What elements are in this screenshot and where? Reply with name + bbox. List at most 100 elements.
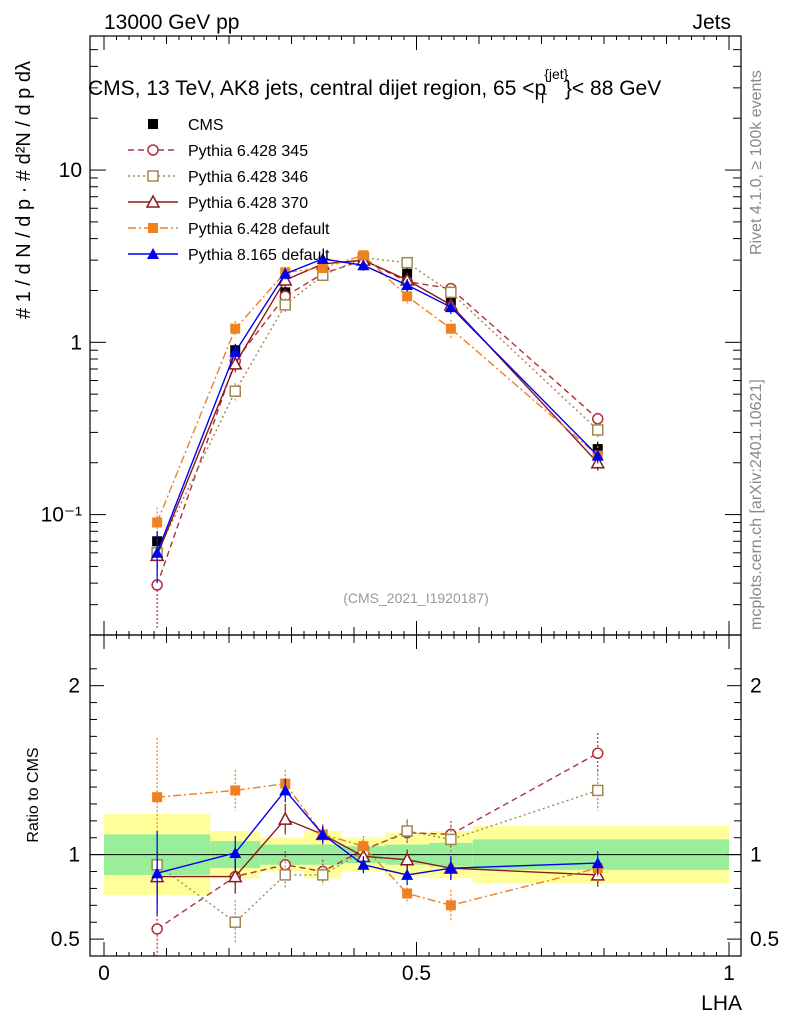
- main-y-axis-label: # 1 / d N / d p · # d²N / d p dλ: [13, 61, 35, 319]
- x-tick-label: 0: [98, 962, 110, 985]
- series-5: [151, 252, 604, 584]
- ratio-point: [399, 852, 415, 866]
- legend-label: Pythia 6.428 345: [188, 143, 308, 160]
- data-point: [316, 252, 329, 264]
- ratio-point: [444, 862, 457, 874]
- ratio-bands: [90, 814, 741, 896]
- legend-item: Pythia 8.165 default: [128, 247, 330, 264]
- series-line: [156, 258, 599, 554]
- ratio-y-tick-label-right: 1: [750, 844, 762, 867]
- ratio-point: [316, 828, 329, 840]
- data-point: [357, 259, 370, 271]
- data-point: [279, 267, 292, 279]
- ratio-plot: [149, 732, 606, 956]
- legend-label: CMS: [188, 117, 224, 134]
- ratio-point: [445, 833, 457, 846]
- ratio-point: [230, 785, 241, 796]
- ratio-point: [277, 811, 293, 825]
- data-point: [401, 256, 413, 269]
- data-point: [445, 286, 457, 299]
- legend-label: Pythia 6.428 370: [188, 195, 308, 212]
- axes: 0 0.5 1 10⁻¹ 1 10 0.5 0.5 1 1 2 2: [41, 35, 779, 985]
- data-point: [401, 279, 414, 291]
- y-tick-label: 1: [70, 331, 82, 354]
- series-line: [156, 259, 599, 586]
- ratio-point: [357, 858, 370, 870]
- data-point: [402, 291, 413, 302]
- ratio-line: [156, 789, 598, 876]
- ratio-point: [401, 825, 413, 837]
- legend-item: Pythia 6.428 370: [128, 194, 308, 212]
- data-point: [227, 356, 243, 370]
- y-tick-label: 10: [59, 159, 82, 182]
- legend-marker: [147, 170, 159, 182]
- data-point: [445, 323, 456, 334]
- ratio-series-5: [151, 778, 604, 916]
- ratio-point: [229, 916, 241, 928]
- x-tick-label: 1: [723, 962, 735, 985]
- data-point: [591, 449, 604, 461]
- legend-item: Pythia 6.428 default: [128, 221, 330, 238]
- ratio-point: [279, 869, 291, 881]
- main-plot: [149, 250, 606, 628]
- energy-label: 13000 GeV pp: [104, 11, 239, 34]
- ratio-line: [156, 789, 598, 924]
- ratio-point: [402, 888, 413, 899]
- data-point: [317, 263, 328, 274]
- ratio-point: [592, 784, 604, 797]
- ratio-y-tick-label: 2: [68, 675, 80, 698]
- ratio-line: [156, 752, 599, 930]
- ratio-point: [152, 792, 163, 803]
- data-point: [151, 546, 164, 558]
- legend: CMS Pythia 6.428 345 Pythia 6.428 346 Pythi…: [128, 117, 330, 264]
- legend-item: CMS: [148, 117, 224, 134]
- ratio-y-tick-label-right: 2: [750, 675, 762, 698]
- data-point: [152, 517, 163, 528]
- plot-title-end: }< 88 GeV: [565, 77, 661, 100]
- ratio-point: [358, 841, 369, 852]
- plot-title: CMS, 13 TeV, AK8 jets, central dijet reg…: [88, 66, 661, 106]
- ratio-point: [401, 868, 414, 880]
- ratio-point: [445, 900, 456, 911]
- legend-marker: [147, 144, 159, 156]
- ratio-point: [591, 857, 604, 869]
- data-point: [230, 323, 241, 334]
- ratio-point: [317, 869, 329, 881]
- x-tick-label: 0.5: [402, 962, 431, 985]
- data-point: [229, 345, 242, 357]
- ratio-point: [592, 747, 604, 760]
- category-label: Jets: [692, 11, 731, 34]
- rivet-version-label: Rivet 4.1.0, ≥ 100k events: [748, 70, 765, 255]
- ratio-y-tick-label-right: 0.5: [750, 928, 779, 951]
- data-point: [444, 301, 457, 313]
- x-axis-label: LHA: [701, 992, 742, 1015]
- plot-title-main: CMS, 13 TeV, AK8 jets, central dijet reg…: [88, 77, 546, 100]
- data-point: [229, 385, 241, 397]
- legend-label: Pythia 8.165 default: [188, 247, 330, 264]
- ratio-point: [227, 869, 243, 883]
- legend-marker: [148, 119, 158, 129]
- data-point: [592, 413, 604, 425]
- ratio-y-axis-label: Ratio to CMS: [25, 747, 42, 842]
- plot-title-sup: {jet}: [544, 66, 568, 82]
- series-3: [149, 252, 606, 570]
- ratio-line: [157, 782, 598, 907]
- ratio-point: [151, 867, 164, 879]
- series-2: [151, 251, 604, 570]
- ratio-point: [279, 859, 291, 871]
- series-1: [151, 254, 604, 628]
- legend-item: Pythia 6.428 345: [128, 143, 308, 160]
- data-point: [592, 424, 604, 436]
- series-line: [156, 256, 599, 554]
- ratio-line: [157, 818, 598, 878]
- svg-text:# 1 / d N / d p · # d²N / d: # 1 / d N / d p · # d²N / d p dλ: [13, 61, 35, 319]
- series-line: [156, 259, 599, 556]
- ratio-y-tick-label: 0.5: [51, 928, 80, 951]
- legend-label: Pythia 6.428 default: [188, 221, 330, 238]
- data-point: [358, 250, 369, 261]
- data-point: [279, 299, 291, 311]
- analysis-id: (CMS_2021_I1920187): [343, 590, 489, 606]
- source-label: mcplots.cern.ch [arXiv:2401.10621]: [748, 379, 765, 630]
- y-tick-label: 10⁻¹: [41, 504, 82, 527]
